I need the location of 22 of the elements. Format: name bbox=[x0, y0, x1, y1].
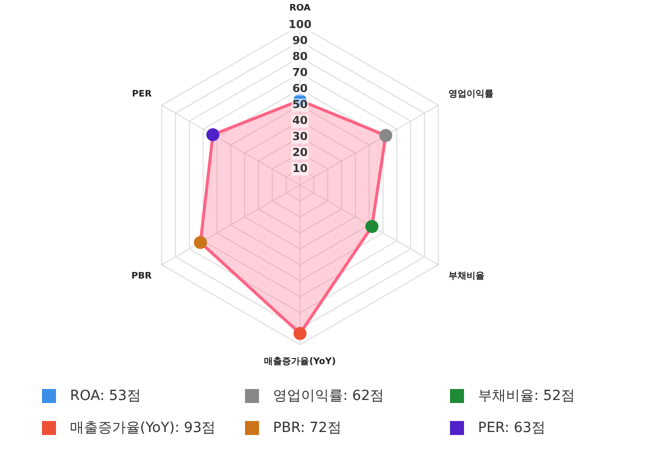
y-tick-label: 100 bbox=[288, 18, 312, 32]
text: ROA: 53점 bbox=[70, 387, 141, 405]
text: PBR: 72점 bbox=[273, 419, 342, 437]
spoke-label: PER bbox=[132, 89, 152, 100]
text: 부채비율: 52점 bbox=[478, 387, 575, 405]
y-tick-label: 30 bbox=[292, 130, 308, 143]
text: PER: 63점 bbox=[478, 419, 546, 437]
text: 매출증가율(YoY): 93점 bbox=[70, 419, 216, 437]
y-tick-label: 70 bbox=[292, 66, 308, 80]
y-tick-label: 50 bbox=[292, 98, 308, 112]
spoke-label: 영업이익률 bbox=[448, 89, 494, 100]
spoke-label: 부채비율 bbox=[448, 271, 484, 282]
y-tick-label: 10 bbox=[292, 162, 308, 175]
y-tick-label: 90 bbox=[292, 34, 308, 48]
y-tick-label: 60 bbox=[292, 82, 308, 96]
y-tick-label: 40 bbox=[292, 114, 308, 127]
y-tick-label: 20 bbox=[292, 146, 308, 159]
text: 영업이익률: 62점 bbox=[273, 387, 384, 405]
spoke-label: 매출증가율(YoY) bbox=[264, 356, 336, 367]
spoke-label: PBR bbox=[131, 271, 152, 282]
spoke-label: ROA bbox=[289, 4, 311, 14]
y-tick-label: 80 bbox=[292, 50, 308, 64]
